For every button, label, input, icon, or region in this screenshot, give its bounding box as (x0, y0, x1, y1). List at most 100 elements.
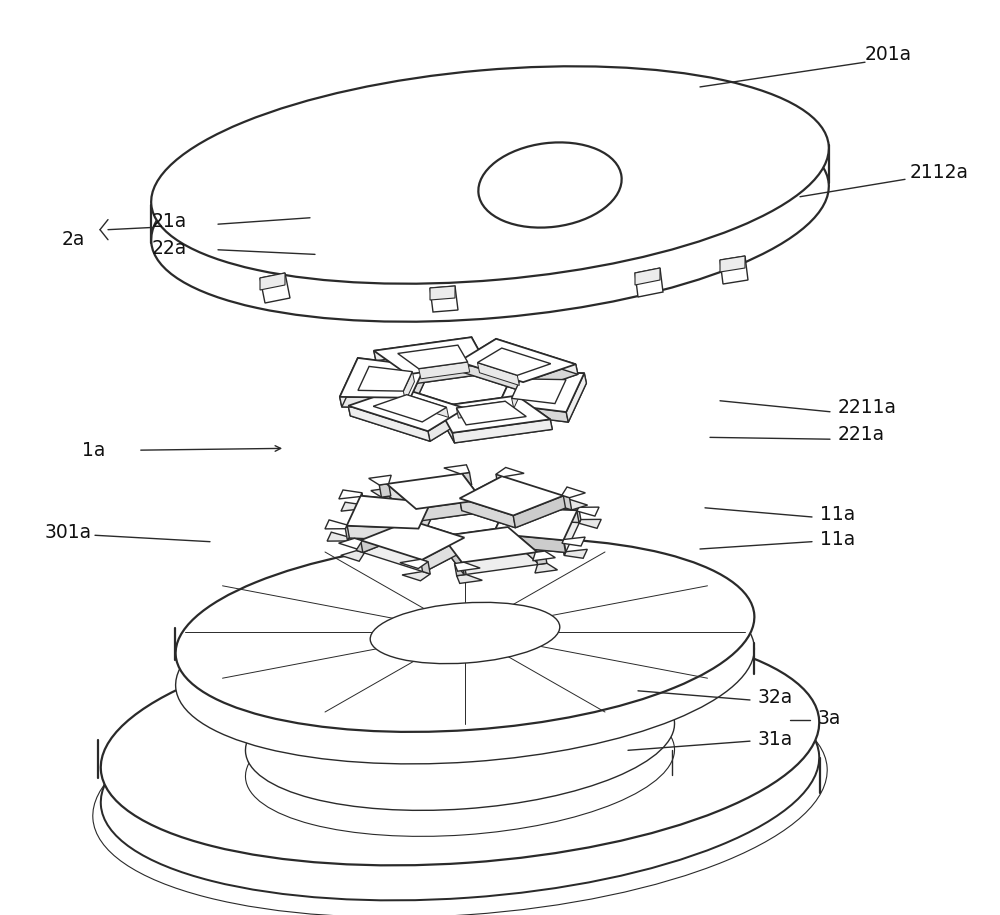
Text: 201a: 201a (865, 46, 912, 64)
Polygon shape (496, 474, 506, 489)
Polygon shape (260, 273, 285, 290)
Polygon shape (493, 508, 508, 546)
Polygon shape (398, 345, 468, 369)
Polygon shape (345, 525, 349, 541)
Text: 11a: 11a (820, 531, 855, 549)
Polygon shape (341, 551, 364, 561)
Polygon shape (499, 372, 584, 412)
Ellipse shape (151, 66, 829, 284)
Polygon shape (720, 256, 748, 284)
Ellipse shape (176, 538, 754, 732)
Polygon shape (442, 527, 510, 548)
Polygon shape (493, 508, 577, 540)
Polygon shape (438, 395, 550, 433)
Ellipse shape (370, 602, 560, 663)
Ellipse shape (151, 104, 829, 322)
Polygon shape (430, 286, 455, 300)
Polygon shape (566, 373, 586, 422)
Polygon shape (407, 363, 488, 384)
Polygon shape (456, 402, 507, 418)
Polygon shape (407, 394, 449, 417)
Polygon shape (459, 339, 498, 371)
Polygon shape (260, 273, 290, 303)
Polygon shape (438, 406, 455, 443)
Polygon shape (460, 476, 504, 511)
Polygon shape (355, 538, 364, 553)
Polygon shape (387, 474, 482, 509)
Text: 21a: 21a (152, 212, 187, 231)
Polygon shape (446, 477, 472, 486)
Polygon shape (514, 372, 586, 383)
Polygon shape (363, 533, 467, 572)
Polygon shape (438, 395, 519, 416)
Polygon shape (340, 358, 360, 407)
Text: 2211a: 2211a (838, 398, 897, 416)
Polygon shape (422, 538, 467, 572)
Polygon shape (535, 551, 547, 565)
Polygon shape (340, 358, 425, 398)
Polygon shape (420, 559, 430, 574)
Polygon shape (342, 368, 427, 408)
Polygon shape (512, 379, 523, 408)
Polygon shape (501, 382, 586, 422)
Polygon shape (512, 379, 566, 404)
Polygon shape (440, 405, 552, 443)
Text: 2112a: 2112a (910, 163, 969, 181)
Text: 2a: 2a (62, 231, 85, 249)
Text: 221a: 221a (838, 425, 885, 444)
Polygon shape (348, 405, 430, 441)
Polygon shape (387, 484, 418, 522)
Polygon shape (498, 479, 526, 489)
Polygon shape (533, 551, 555, 561)
Text: 1a: 1a (82, 441, 105, 459)
Polygon shape (358, 358, 427, 376)
Text: 11a: 11a (820, 505, 855, 523)
Polygon shape (360, 493, 364, 509)
Ellipse shape (93, 669, 827, 915)
Polygon shape (442, 536, 464, 575)
Polygon shape (350, 398, 467, 441)
Polygon shape (460, 476, 563, 515)
Ellipse shape (245, 690, 675, 836)
Polygon shape (347, 496, 431, 529)
Polygon shape (369, 475, 391, 485)
Polygon shape (496, 339, 578, 374)
Polygon shape (461, 349, 578, 393)
Polygon shape (564, 549, 587, 558)
Polygon shape (389, 486, 484, 522)
Polygon shape (339, 490, 362, 499)
Polygon shape (373, 394, 447, 422)
Polygon shape (402, 572, 430, 581)
Polygon shape (411, 521, 467, 550)
Polygon shape (499, 372, 516, 414)
Polygon shape (460, 472, 472, 486)
Polygon shape (341, 502, 364, 511)
Polygon shape (477, 348, 551, 375)
Polygon shape (400, 559, 428, 568)
Polygon shape (410, 366, 427, 408)
Polygon shape (460, 499, 515, 528)
Polygon shape (361, 521, 464, 560)
Polygon shape (562, 495, 572, 510)
Polygon shape (462, 489, 566, 528)
Polygon shape (496, 520, 579, 553)
Polygon shape (401, 388, 467, 418)
Polygon shape (562, 537, 585, 546)
Ellipse shape (101, 660, 819, 900)
Polygon shape (462, 474, 484, 512)
Polygon shape (374, 337, 486, 374)
Polygon shape (442, 527, 537, 563)
Polygon shape (517, 395, 552, 429)
Polygon shape (635, 268, 663, 297)
Polygon shape (374, 350, 409, 384)
Polygon shape (349, 508, 433, 541)
Text: 32a: 32a (758, 688, 793, 706)
Polygon shape (513, 496, 566, 528)
Polygon shape (325, 520, 347, 529)
Polygon shape (376, 348, 488, 384)
Polygon shape (444, 465, 469, 474)
Polygon shape (347, 526, 421, 541)
Polygon shape (374, 337, 474, 361)
Ellipse shape (101, 625, 819, 866)
Polygon shape (720, 256, 745, 272)
